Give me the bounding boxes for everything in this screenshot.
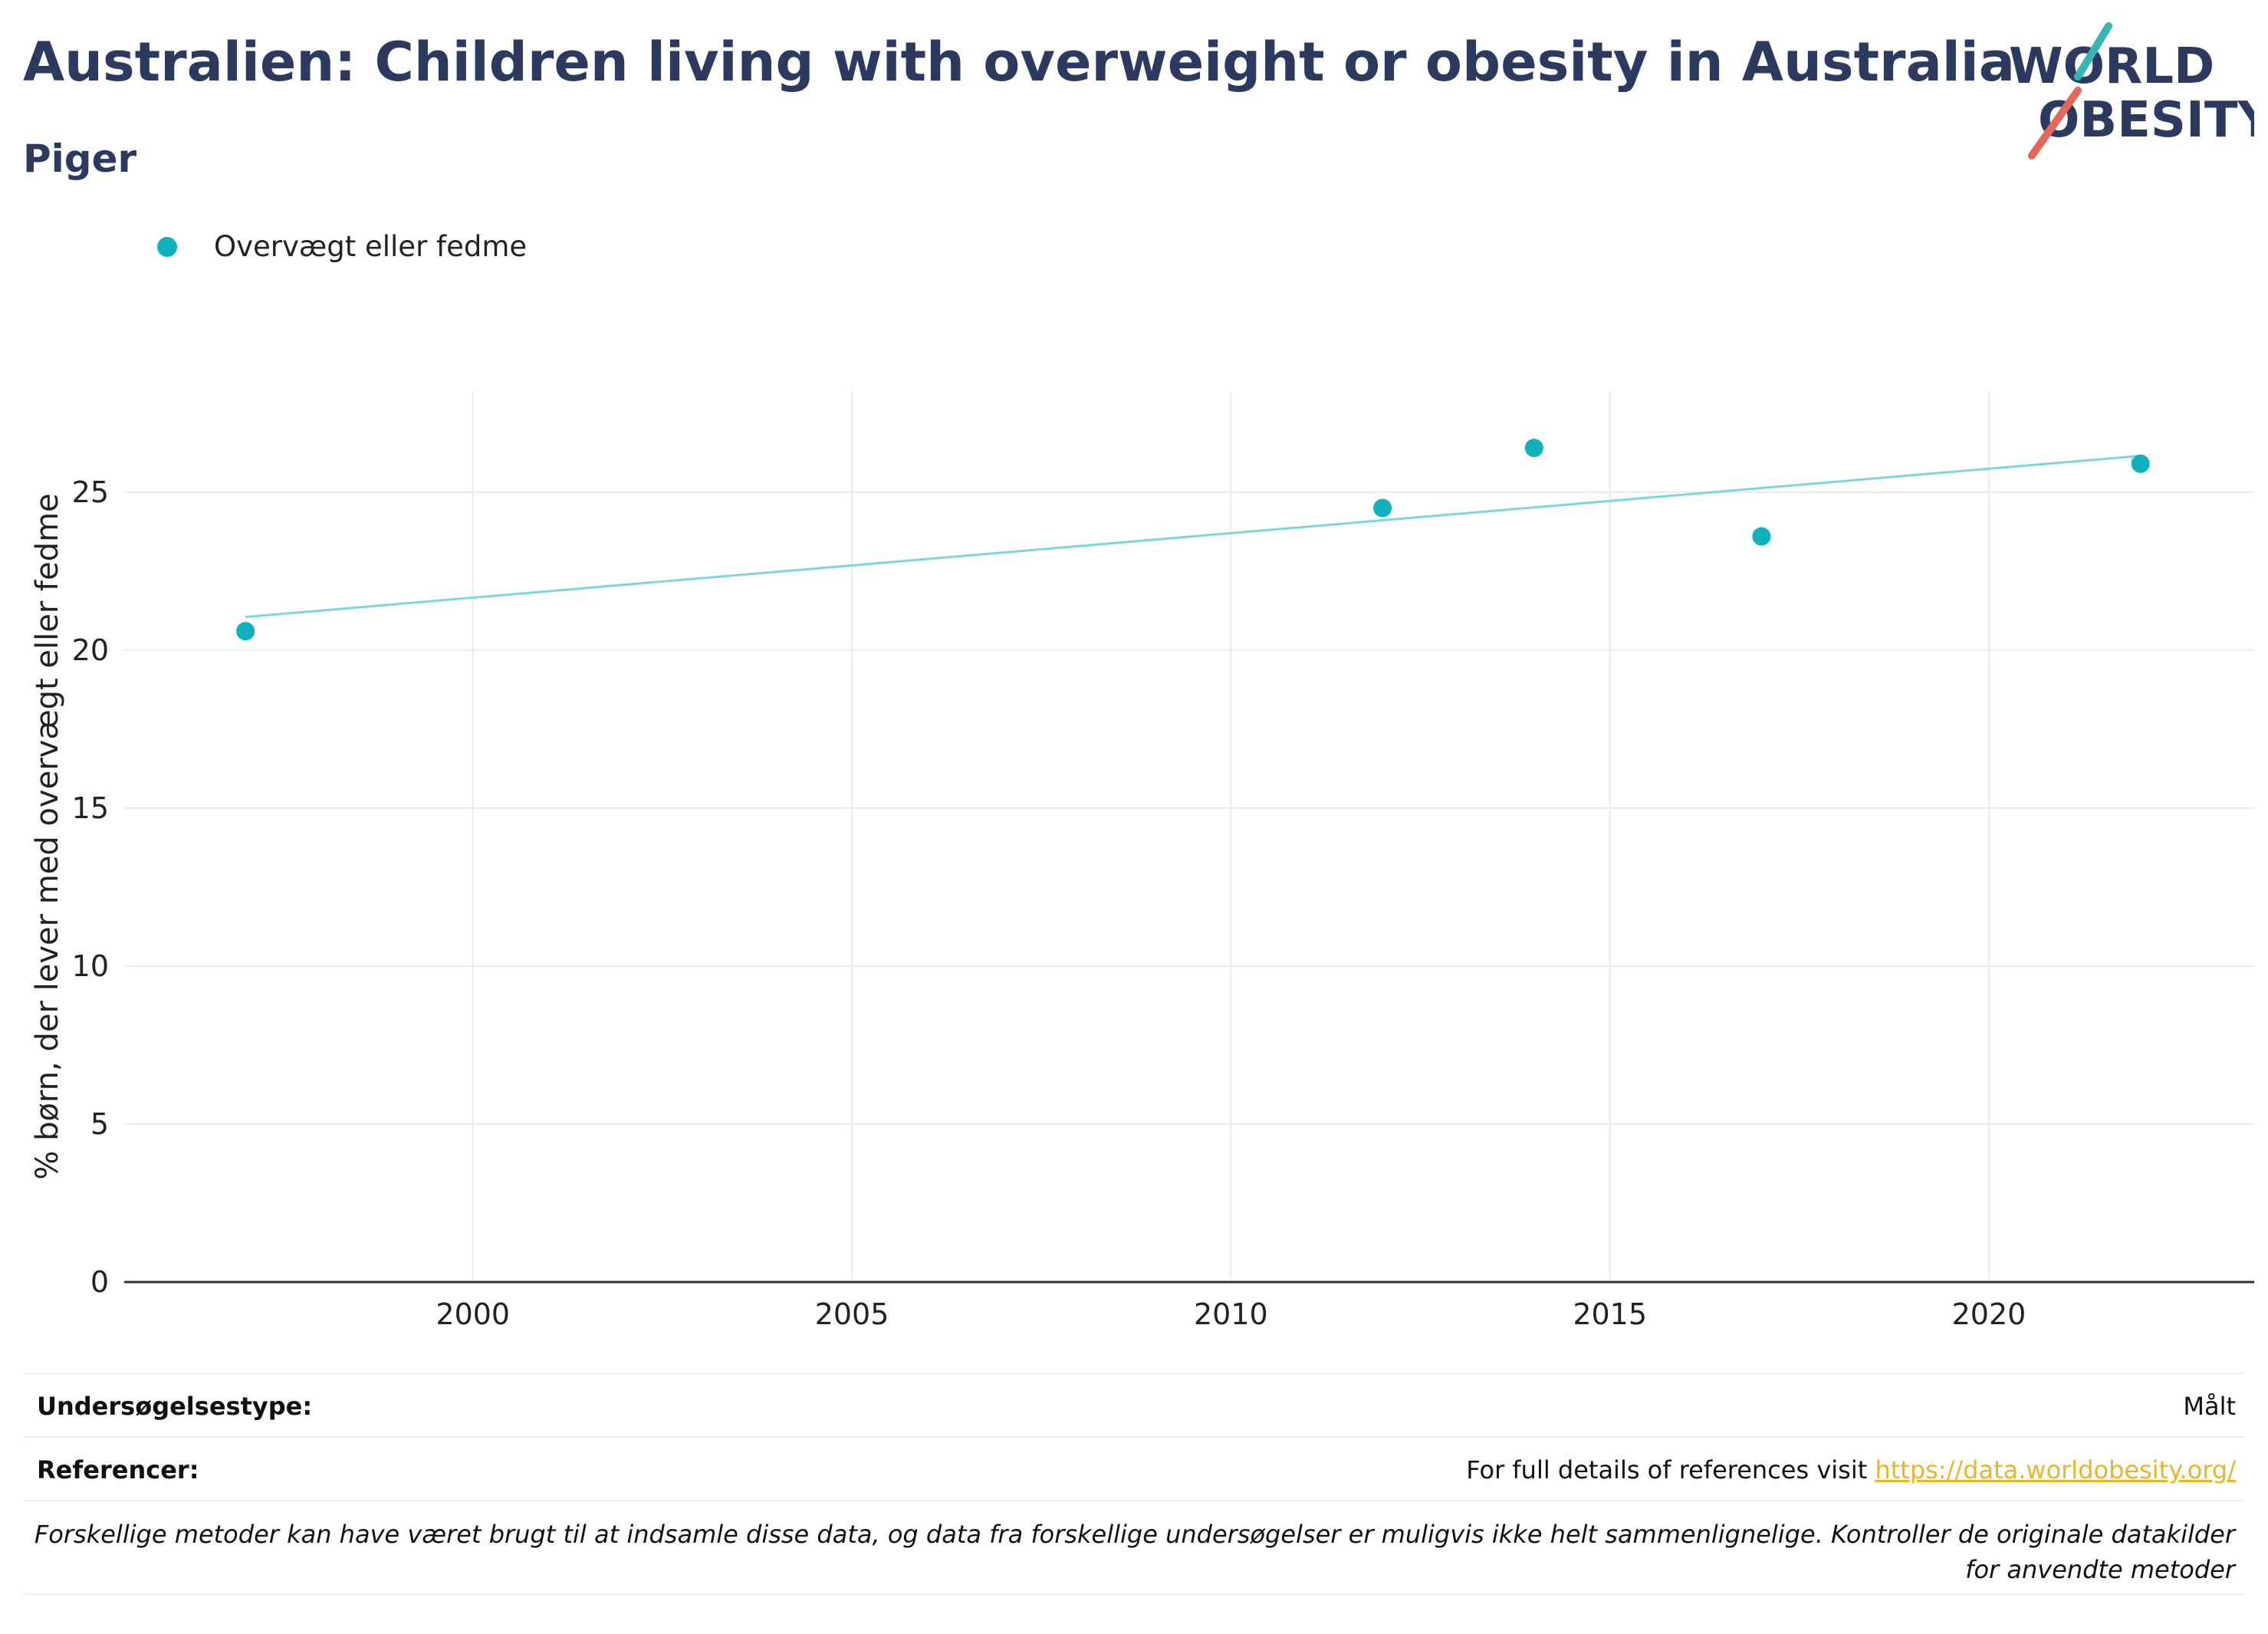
data-point	[236, 622, 255, 641]
logo-line1: WORLD	[2009, 38, 2214, 95]
y-tick-label: 10	[72, 949, 109, 983]
references-label: Referencer:	[37, 1455, 199, 1484]
info-divider	[23, 1500, 2245, 1501]
legend-marker	[157, 236, 177, 257]
data-point	[1524, 439, 1543, 458]
trend-line	[245, 454, 2141, 619]
survey-type-label: Undersøgelsestype:	[37, 1392, 313, 1421]
y-tick-label: 20	[72, 633, 109, 667]
references-row: Referencer: For full details of referenc…	[23, 1455, 2245, 1494]
info-divider	[23, 1436, 2245, 1438]
survey-type-row: Undersøgelsestype: Målt	[23, 1392, 2245, 1430]
references-link[interactable]: https://data.worldobesity.org/	[1875, 1455, 2236, 1484]
methods-note: Forskellige metoder kan have været brugt…	[34, 1520, 2235, 1584]
y-tick-label: 25	[72, 475, 109, 509]
y-axis-title: % børn, der lever med overvægt eller fed…	[30, 493, 65, 1179]
x-tick-label: 2000	[436, 1297, 510, 1331]
survey-type-value: Målt	[2183, 1392, 2236, 1421]
y-tick-label: 0	[90, 1265, 109, 1299]
y-tick-label: 5	[90, 1107, 109, 1141]
logo-red-slash	[2028, 87, 2082, 159]
legend[interactable]: Overvægt eller fedme	[157, 230, 527, 263]
y-tick-label: 15	[72, 791, 109, 825]
scatter-chart: 2000 2005 2010 2015 2020 0 5 10 15 20 25% børn, de…	[30, 391, 2254, 1331]
references-value: For full details of references visit htt…	[1466, 1455, 2236, 1484]
x-tick-label: 2015	[1573, 1297, 1647, 1331]
world-obesity-logo: WORLD OBESITY	[2009, 22, 2254, 159]
legend-label: Overvægt eller fedme	[214, 230, 528, 263]
data-point	[1752, 527, 1771, 546]
logo-teal-slash	[2074, 22, 2112, 81]
x-tick-label: 2010	[1194, 1297, 1268, 1331]
info-divider	[23, 1373, 2245, 1374]
references-text: For full details of references visit	[1466, 1455, 1875, 1484]
chart-title: Australien: Children living with overwei…	[23, 31, 2016, 94]
data-point	[2131, 454, 2150, 473]
x-tick-label: 2020	[1952, 1297, 2026, 1331]
data-point	[1373, 498, 1392, 518]
chart-subtitle: Piger	[23, 136, 137, 181]
info-divider	[23, 1593, 2245, 1595]
x-tick-label: 2005	[815, 1297, 889, 1331]
